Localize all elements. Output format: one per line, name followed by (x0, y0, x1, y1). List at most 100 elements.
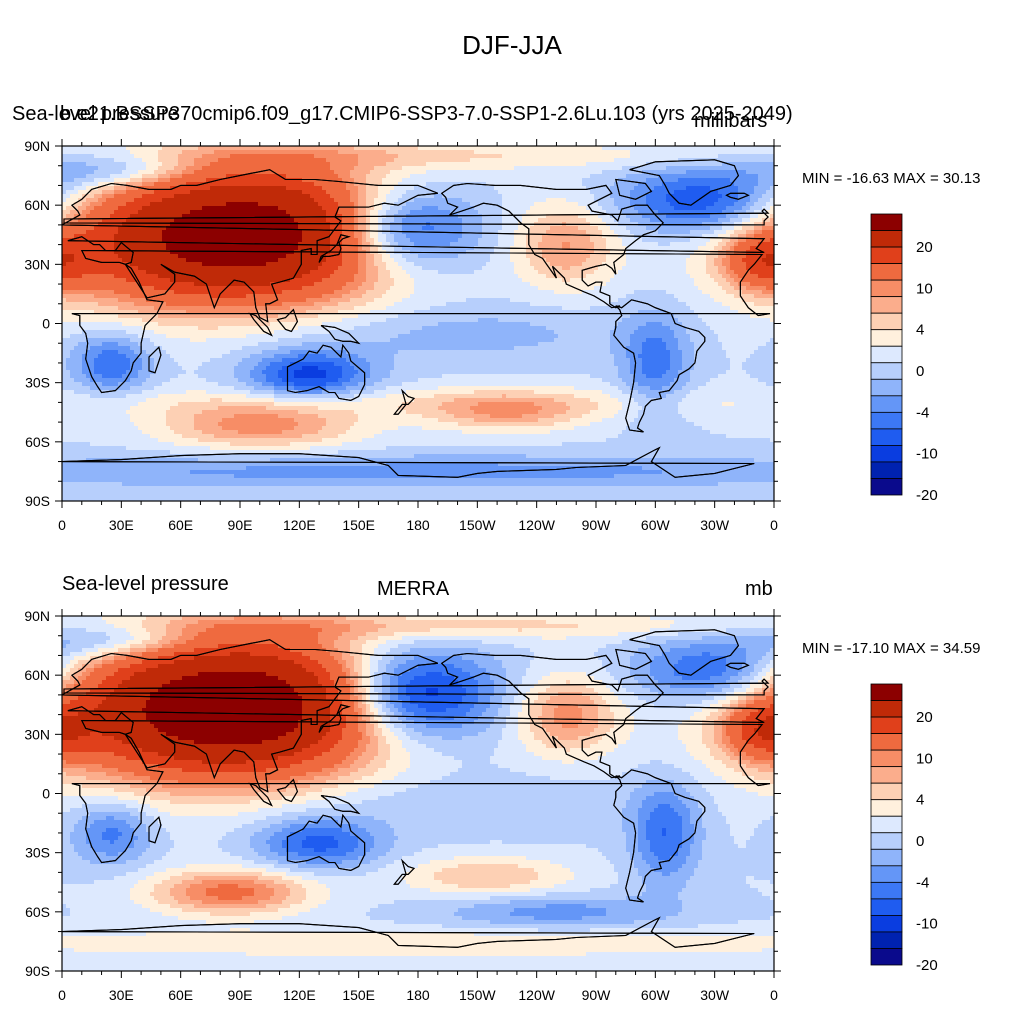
baffin-outline (615, 648, 653, 670)
colorbar-tick-label: -20 (916, 957, 938, 974)
x-tick-label: 120E (283, 517, 316, 533)
colorbar-swatch (870, 378, 903, 397)
colorbar-swatch (870, 915, 903, 933)
antarctica-outline (62, 446, 755, 478)
y-tick-label: 0 (42, 316, 50, 332)
colorbar-tick-label: 0 (916, 833, 924, 850)
colorbar-swatch (870, 948, 903, 966)
colorbar-tick-label: -10 (916, 446, 938, 463)
colorbar-swatch (870, 213, 903, 231)
x-tick-label: 120E (283, 987, 316, 1003)
uk-outline (63, 208, 770, 226)
colorbar-swatch (870, 700, 903, 718)
uk-outline (63, 678, 770, 696)
colorbar-tick-label: -4 (916, 404, 929, 421)
colorbar-swatch (870, 478, 903, 496)
colorbar-tick-label: 4 (916, 322, 924, 339)
colorbar-swatch (870, 345, 903, 364)
madagascar-outline (148, 816, 162, 844)
panel2-min-max: MIN = -17.10 MAX = 34.59 (802, 640, 980, 657)
x-tick-label: 180 (406, 517, 430, 533)
colorbar-swatch (870, 263, 903, 281)
slp-field (62, 616, 774, 971)
colorbar-swatch (870, 881, 903, 900)
panel1-center-title: b.e21.BSSP370cmip6.f09_g17.CMIP6-SSP3-7.… (60, 103, 793, 126)
y-tick-label: 90S (25, 493, 50, 509)
colorbar-swatch (870, 246, 903, 264)
australia-outline (286, 813, 366, 871)
greenland-outline (629, 159, 740, 206)
colorbar-tick-label: -4 (916, 874, 929, 891)
figure-title: DJF-JJA (0, 30, 1024, 61)
japan-outline (318, 234, 351, 263)
antarctica-outline (62, 916, 755, 948)
colorbar-swatch (870, 362, 903, 380)
x-tick-label: 60W (641, 517, 671, 533)
colorbar-swatch (870, 832, 903, 850)
south-america-outline (613, 299, 706, 433)
colorbar-swatch (870, 799, 903, 817)
africa-outline (71, 719, 771, 864)
x-tick-label: 30W (700, 517, 730, 533)
colorbar-swatch (870, 815, 903, 834)
x-tick-label: 0 (770, 517, 778, 533)
panel2-left-title: Sea-level pressure (62, 573, 229, 596)
x-tick-label: 150E (342, 987, 375, 1003)
new-guinea-outline (320, 324, 361, 345)
slp-field (62, 146, 774, 501)
x-tick-label: 90E (228, 517, 253, 533)
coastlines (62, 159, 771, 478)
y-tick-label: 0 (42, 786, 50, 802)
y-tick-label: 30N (24, 726, 50, 742)
x-tick-label: 30W (700, 987, 730, 1003)
iceland-outline (725, 662, 750, 670)
x-tick-label: 90E (228, 987, 253, 1003)
colorbar-tick-label: 20 (916, 709, 933, 726)
colorbar-swatch (870, 716, 903, 734)
colorbar-swatch (870, 461, 903, 479)
x-tick-label: 120W (518, 517, 555, 533)
x-tick-label: 0 (58, 987, 66, 1003)
colorbar-swatch (870, 898, 903, 916)
colorbar-swatch (870, 312, 903, 331)
x-tick-label: 180 (406, 987, 430, 1003)
y-tick-label: 90N (24, 608, 50, 624)
y-tick-label: 60N (24, 667, 50, 683)
colorbar-swatch (870, 230, 903, 248)
new-guinea-outline (320, 794, 361, 815)
colorbar-tick-label: 10 (916, 750, 933, 767)
new-zealand-outline (393, 388, 416, 415)
x-tick-label: 120W (518, 987, 555, 1003)
x-tick-label: 90W (582, 517, 612, 533)
y-tick-label: 60S (25, 904, 50, 920)
map-panel-1: 0 30E 60E 90E 120E 150E 180 150W 120W 90W 60W 30W 09… (24, 138, 781, 533)
coastlines (62, 629, 771, 948)
colorbar-swatch (870, 848, 903, 867)
y-tick-label: 30N (24, 256, 50, 272)
y-tick-label: 30S (25, 375, 50, 391)
colorbar-tick-label: 10 (916, 280, 933, 297)
colorbar-tick-label: 20 (916, 239, 933, 256)
x-tick-label: 90W (582, 987, 612, 1003)
colorbar-swatch (870, 782, 903, 801)
japan-outline (318, 704, 351, 733)
x-tick-label: 30E (109, 517, 134, 533)
y-tick-label: 90S (25, 963, 50, 979)
borneo-outline (276, 308, 299, 333)
colorbar-swatch (870, 733, 903, 751)
colorbar-swatch (870, 931, 903, 949)
y-tick-label: 30S (25, 845, 50, 861)
panel1-right-title: millibars (694, 110, 767, 133)
colorbar-1: 20 10 4 0 -4 -10 -20 (870, 213, 938, 504)
australia-outline (286, 343, 366, 401)
y-tick-label: 90N (24, 138, 50, 154)
colorbar-swatch (870, 411, 903, 430)
colorbar-swatch (870, 329, 903, 347)
colorbar-swatch (870, 279, 903, 298)
greenland-outline (629, 629, 740, 676)
x-tick-label: 150W (459, 987, 496, 1003)
x-tick-label: 60E (168, 517, 193, 533)
colorbar-tick-label: -20 (916, 487, 938, 504)
iceland-outline (725, 192, 750, 200)
